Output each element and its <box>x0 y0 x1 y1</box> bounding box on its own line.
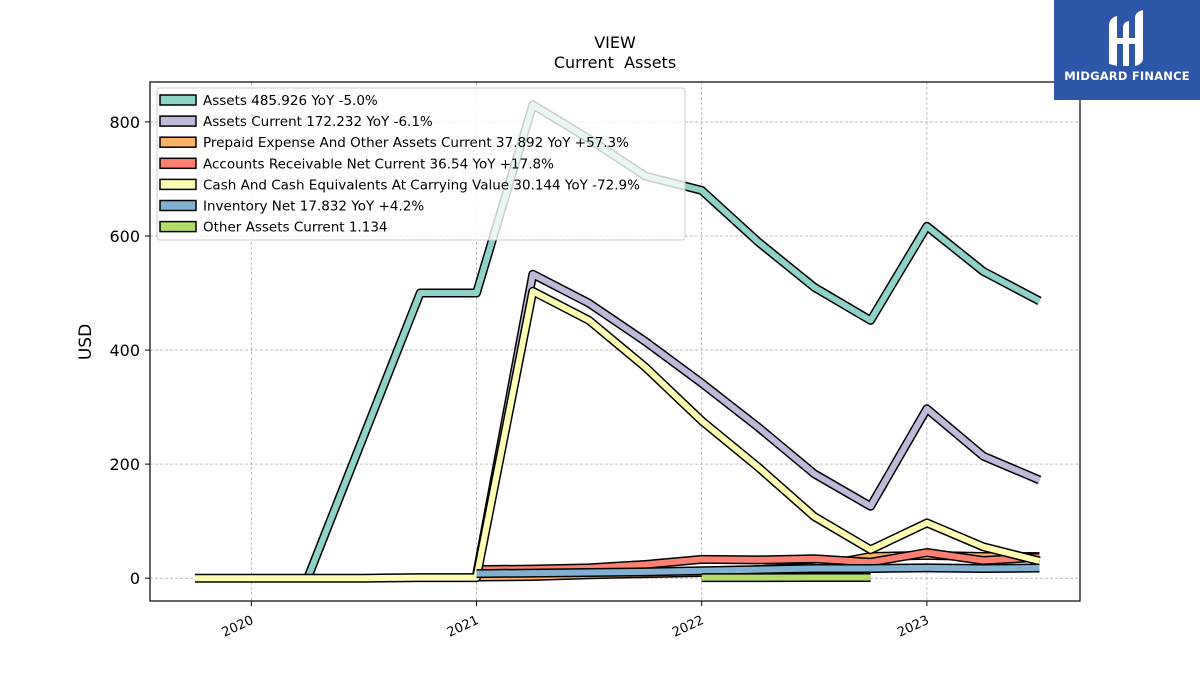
series-line <box>476 563 1040 579</box>
legend: Assets 485.926 YoY -5.0% Assets Current 1… <box>156 87 686 241</box>
legend-swatch <box>159 157 197 170</box>
legend-swatch <box>159 220 197 233</box>
y-tick-label: 0 <box>130 569 140 588</box>
series-line <box>303 100 1042 580</box>
series-layer <box>195 100 1042 583</box>
legend-swatch <box>159 178 197 191</box>
y-axis-label: USD <box>76 324 96 360</box>
chart-title: VIEW <box>594 33 636 52</box>
series-line <box>195 286 1041 583</box>
legend-label: Assets Current 172.232 YoY -6.1% <box>203 114 433 130</box>
legend-label: Accounts Receivable Net Current 36.54 Yo… <box>203 156 554 172</box>
brand-logo: MIDGARD FINANCE <box>1054 0 1200 100</box>
x-tick-label: 2021 <box>445 613 481 641</box>
legend-swatch <box>159 115 197 127</box>
y-tick-label: 400 <box>109 341 140 360</box>
series-stroke <box>476 564 1040 577</box>
legend-label: Assets 485.926 YoY -5.0% <box>203 93 378 109</box>
legend-label: Cash And Cash Equivalents At Carrying Va… <box>203 177 640 193</box>
legend-label: Inventory Net 17.832 YoY +4.2% <box>203 199 424 215</box>
plot-frame <box>149 81 1081 602</box>
y-tick-label: 600 <box>109 227 140 246</box>
legend-label: Prepaid Expense And Other Assets Current… <box>203 135 629 151</box>
legend-swatch <box>159 136 197 148</box>
y-tick-label: 800 <box>109 113 140 132</box>
x-tick-label: 2020 <box>220 613 256 641</box>
legend-frame <box>156 87 686 241</box>
x-axis: 2020 2021 2022 2023 <box>220 601 932 641</box>
y-axis: 0 200 400 600 800 <box>109 113 150 588</box>
chart-subtitle: Current Assets <box>554 53 676 72</box>
series-line <box>472 269 1042 577</box>
series-stroke <box>195 288 1041 582</box>
series-stroke <box>304 101 1041 580</box>
x-tick-label: 2022 <box>670 613 706 641</box>
logo-mark-icon <box>1109 10 1143 66</box>
legend-swatch <box>159 199 197 212</box>
legend-swatch <box>159 94 197 106</box>
x-tick-label: 2023 <box>895 613 931 641</box>
legend-label: Other Assets Current 1.134 <box>203 220 388 236</box>
logo-text: MIDGARD FINANCE <box>1064 69 1190 83</box>
y-tick-label: 200 <box>109 455 140 474</box>
series-stroke <box>473 271 1041 576</box>
